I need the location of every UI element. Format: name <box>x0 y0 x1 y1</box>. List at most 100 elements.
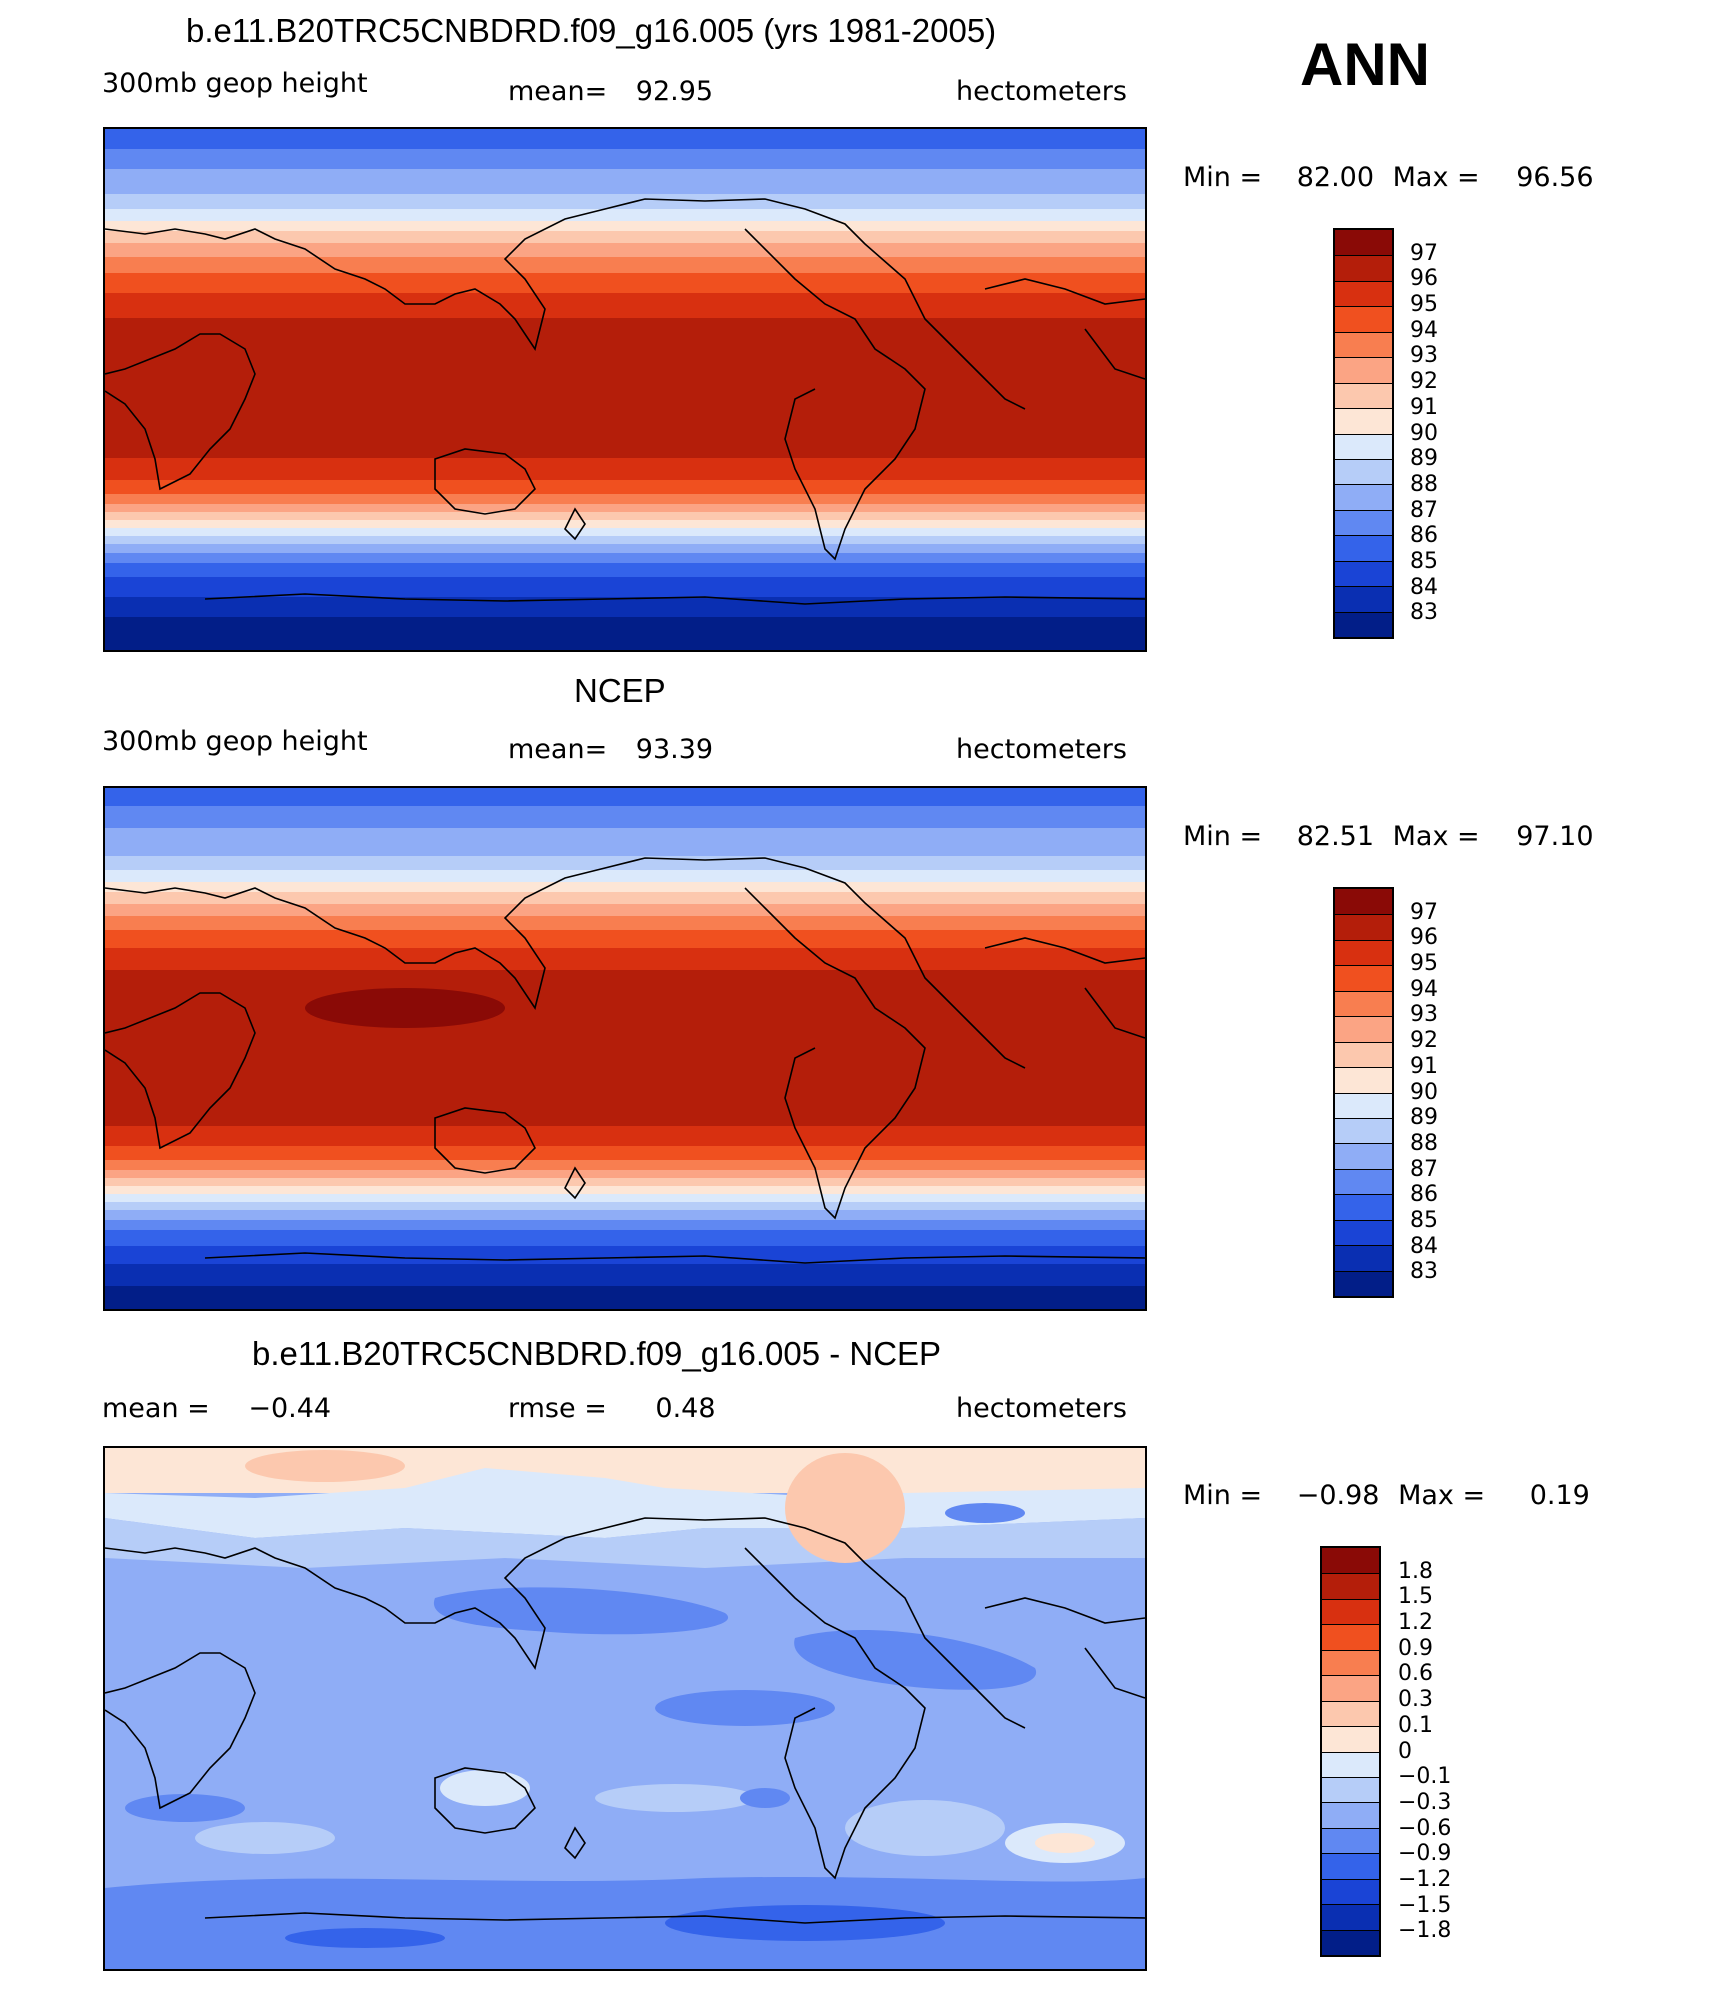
colorbar-tick-label: 85 <box>1410 548 1438 574</box>
panel1-map <box>103 127 1147 652</box>
colorbar-tick-label: −0.3 <box>1398 1789 1452 1815</box>
colorbar-swatch <box>1335 560 1392 587</box>
colorbar-tick-label: 91 <box>1410 1053 1438 1079</box>
panel3-mean: mean = −0.44 <box>102 1393 331 1424</box>
colorbar-tick-label: 94 <box>1410 317 1438 343</box>
colorbar-tick-label: 0.3 <box>1398 1687 1433 1713</box>
colorbar-swatch <box>1335 1219 1392 1246</box>
colorbar-swatch <box>1335 1092 1392 1118</box>
colorbar-swatch <box>1322 1802 1379 1828</box>
panel2-min-label: Min = <box>1183 821 1263 852</box>
panel3-rmse: rmse = 0.48 <box>508 1393 716 1424</box>
panel3-mean-label: mean = <box>102 1393 210 1424</box>
colorbar-swatch <box>1335 382 1392 409</box>
panel1-min-value: 82.00 <box>1296 162 1375 193</box>
panel1-map-svg <box>105 129 1145 650</box>
colorbar-swatch <box>1335 1194 1392 1220</box>
colorbar-swatch <box>1322 1853 1379 1879</box>
colorbar-tick-label: 91 <box>1410 394 1438 420</box>
panel3-min-label: Min = <box>1183 1480 1263 1511</box>
colorbar-swatch <box>1335 611 1392 637</box>
colorbar-tick-label: −1.2 <box>1398 1866 1452 1892</box>
colorbar-tick-label: 89 <box>1410 446 1438 472</box>
season-label: ANN <box>1300 31 1430 98</box>
panel2-mean-label: mean= <box>508 734 608 765</box>
panel3-max-value: 0.19 <box>1529 1480 1590 1511</box>
colorbar-swatch <box>1335 306 1392 332</box>
panel1-colorbar <box>1333 228 1394 639</box>
colorbar-tick-label: 0 <box>1398 1738 1412 1764</box>
colorbar-tick-label: 95 <box>1410 292 1438 318</box>
colorbar-swatch <box>1335 1117 1392 1144</box>
colorbar-swatch <box>1335 1270 1392 1296</box>
panel2-units: hectometers <box>956 734 1127 765</box>
colorbar-swatch <box>1335 230 1392 256</box>
panel1-mean-value: 92.95 <box>635 76 714 107</box>
panel1-min-label: Min = <box>1183 162 1263 193</box>
panel1-mean: mean= 92.95 <box>508 76 713 107</box>
colorbar-swatch <box>1335 484 1392 510</box>
panel1-max-value: 96.56 <box>1516 162 1594 193</box>
panel1-max-label: Max = <box>1392 162 1480 193</box>
colorbar-swatch <box>1335 914 1392 940</box>
panel2-max-value: 97.10 <box>1516 821 1594 852</box>
panel2-mean: mean= 93.39 <box>508 734 713 765</box>
colorbar-tick-label: −1.8 <box>1398 1918 1452 1944</box>
colorbar-swatch <box>1322 1904 1379 1930</box>
colorbar-tick-label: −1.5 <box>1398 1892 1452 1918</box>
colorbar-tick-label: 0.9 <box>1398 1635 1433 1661</box>
colorbar-swatch <box>1335 255 1392 281</box>
colorbar-swatch <box>1335 535 1392 561</box>
colorbar-swatch <box>1322 1700 1379 1727</box>
panel2-max-label: Max = <box>1392 821 1480 852</box>
colorbar-swatch <box>1335 990 1392 1017</box>
colorbar-tick-label: 86 <box>1410 523 1438 549</box>
colorbar-tick-label: 83 <box>1410 1259 1438 1285</box>
colorbar-tick-label: −0.1 <box>1398 1764 1452 1790</box>
panel3-map <box>103 1446 1147 1971</box>
colorbar-tick-label: 87 <box>1410 497 1438 523</box>
panel2-title: NCEP <box>574 672 666 709</box>
panel3-stats: Min = −0.98 Max = 0.19 <box>1183 1480 1590 1511</box>
panel3-mean-value: −0.44 <box>248 1393 332 1424</box>
colorbar-tick-label: 90 <box>1410 1079 1438 1105</box>
colorbar-swatch <box>1335 1041 1392 1068</box>
colorbar-tick-label: 86 <box>1410 1182 1438 1208</box>
panel1-variable: 300mb geop height <box>102 68 368 99</box>
colorbar-tick-label: 97 <box>1410 240 1438 266</box>
colorbar-swatch <box>1335 331 1392 358</box>
colorbar-swatch <box>1335 1016 1392 1042</box>
colorbar-swatch <box>1335 1143 1392 1169</box>
colorbar-tick-label: 85 <box>1410 1207 1438 1233</box>
panel2-min-value: 82.51 <box>1296 821 1375 852</box>
colorbar-tick-label: 87 <box>1410 1156 1438 1182</box>
colorbar-swatch <box>1322 1929 1379 1955</box>
colorbar-tick-label: 97 <box>1410 899 1438 925</box>
panel3-units: hectometers <box>956 1393 1127 1424</box>
colorbar-swatch <box>1335 1168 1392 1195</box>
colorbar-swatch <box>1322 1675 1379 1701</box>
panel1-mean-label: mean= <box>508 76 608 107</box>
colorbar-tick-label: 92 <box>1410 1028 1438 1054</box>
panel2-map-svg <box>105 788 1145 1309</box>
panel2-stats: Min = 82.51 Max = 97.10 <box>1183 821 1594 852</box>
colorbar-swatch <box>1322 1649 1379 1676</box>
colorbar-swatch <box>1335 939 1392 966</box>
colorbar-tick-label: 96 <box>1410 925 1438 951</box>
colorbar-swatch <box>1322 1573 1379 1599</box>
colorbar-tick-label: 1.5 <box>1398 1584 1433 1610</box>
panel3-max-label: Max = <box>1398 1480 1486 1511</box>
colorbar-tick-label: 94 <box>1410 976 1438 1002</box>
colorbar-swatch <box>1335 586 1392 612</box>
panel3-map-svg <box>105 1448 1145 1969</box>
colorbar-tick-label: −0.6 <box>1398 1815 1452 1841</box>
colorbar-swatch <box>1335 280 1392 307</box>
colorbar-swatch <box>1322 1624 1379 1650</box>
colorbar-swatch <box>1322 1598 1379 1625</box>
colorbar-swatch <box>1335 889 1392 915</box>
colorbar-tick-label: 84 <box>1410 574 1438 600</box>
colorbar-swatch <box>1322 1827 1379 1854</box>
colorbar-swatch <box>1322 1548 1379 1574</box>
panel3-min-value: −0.98 <box>1296 1480 1380 1511</box>
colorbar-swatch <box>1335 458 1392 485</box>
